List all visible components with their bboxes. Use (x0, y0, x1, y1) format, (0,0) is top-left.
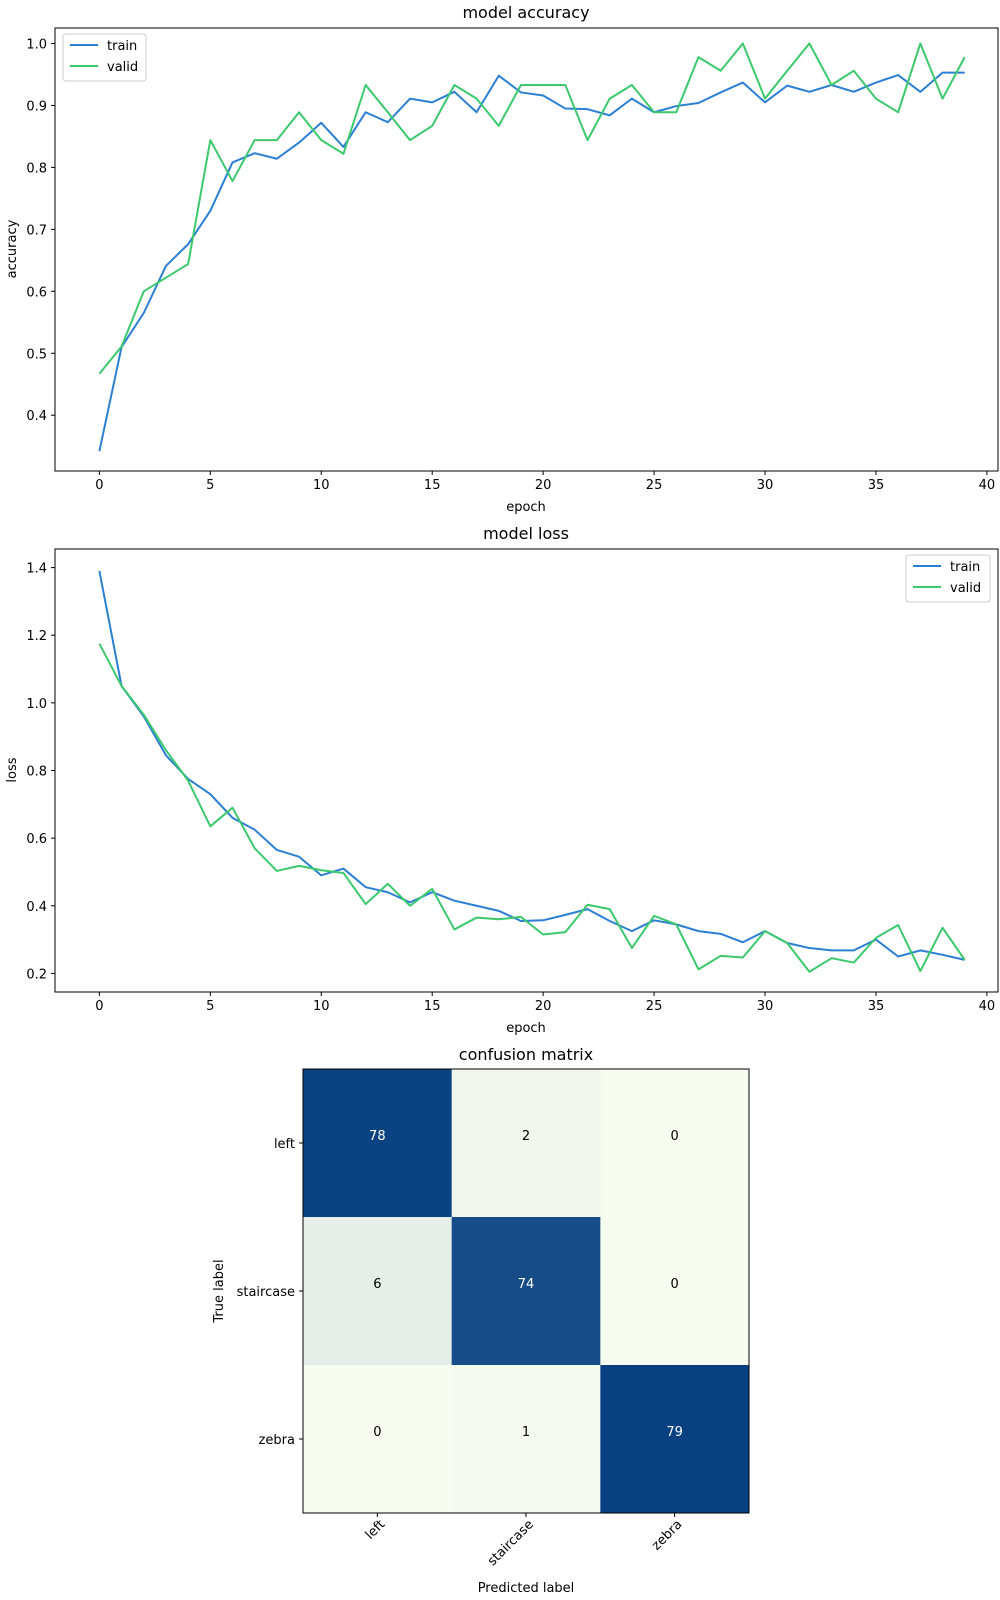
acc-ytick-label: 0.8 (26, 161, 47, 176)
confusion-cell (303, 1365, 453, 1514)
loss-x-ticks: 0 5 10 15 20 25 30 35 40 (95, 992, 995, 1014)
confusion-cell-value: 2 (522, 1129, 530, 1144)
accuracy-legend: train valid (62, 33, 147, 82)
acc-ytick-label: 0.6 (26, 285, 47, 300)
acc-xtick-label: 30 (757, 478, 774, 493)
loss-y-ticks: 0.2 0.4 0.6 0.8 1.0 1.2 1.4 (26, 562, 55, 982)
loss-series-train-line (98, 570, 965, 961)
loss-xtick-label: 10 (313, 999, 330, 1014)
loss-xlabel: epoch (506, 1021, 546, 1036)
confusion-cell-value: 78 (369, 1129, 386, 1144)
acc-series-train-line (98, 71, 965, 452)
confusion-matrix-chart: confusion matrix 78 2 0 6 74 0 0 1 79 left stairc… (212, 1045, 750, 1596)
acc-xtick-label: 25 (646, 478, 663, 493)
loss-lines (98, 570, 966, 973)
loss-ytick-label: 1.2 (26, 629, 47, 644)
acc-ytick-label: 1.0 (26, 37, 47, 52)
confusion-cell-value: 1 (522, 1425, 530, 1440)
confusion-matrix-ylabel: True label (212, 1259, 227, 1323)
accuracy-legend-valid-label: valid (107, 60, 138, 75)
accuracy-chart: model accuracy 0 5 10 15 20 25 30 35 40 0.40.50.… (5, 3, 999, 515)
loss-ytick-label: 0.6 (26, 832, 47, 847)
confusion-cell (451, 1069, 601, 1218)
accuracy-lines (98, 42, 966, 452)
acc-xtick-label: 40 (979, 478, 996, 493)
loss-ytick-label: 1.4 (26, 562, 47, 577)
loss-xtick-label: 25 (646, 999, 663, 1014)
confusion-cell (303, 1069, 453, 1218)
loss-xtick-label: 5 (206, 999, 214, 1014)
acc-xtick-label: 15 (424, 478, 441, 493)
loss-ytick-label: 1.0 (26, 697, 47, 712)
loss-xtick-label: 35 (868, 999, 885, 1014)
confusion-cell-value: 74 (518, 1277, 535, 1292)
loss-series-valid-line (98, 643, 966, 973)
confusion-cell-value: 79 (666, 1425, 683, 1440)
loss-ytick-label: 0.8 (26, 765, 47, 780)
confusion-cell-value: 0 (671, 1129, 679, 1144)
loss-legend-valid-label: valid (950, 581, 981, 596)
loss-xtick-label: 40 (979, 999, 996, 1014)
accuracy-x-ticks: 0 5 10 15 20 25 30 35 40 (95, 471, 995, 493)
confusion-matrix-cells: 78 2 0 6 74 0 0 1 79 (303, 1069, 750, 1514)
loss-ylabel: loss (5, 757, 20, 782)
acc-ytick-label: 0.5 (26, 347, 47, 362)
accuracy-plot-frame (54, 27, 999, 472)
confusion-row-label: left (274, 1137, 295, 1152)
acc-xtick-label: 20 (535, 478, 552, 493)
loss-xtick-label: 15 (424, 999, 441, 1014)
acc-series-valid-line (98, 42, 966, 375)
acc-ytick-label: 0.4 (26, 409, 47, 424)
confusion-cell (451, 1217, 601, 1366)
acc-xtick-label: 10 (313, 478, 330, 493)
acc-xtick-label: 0 (95, 478, 103, 493)
accuracy-ylabel: accuracy (5, 219, 20, 278)
acc-ytick-label: 0.9 (26, 99, 47, 114)
confusion-col-label: zebra (649, 1517, 685, 1553)
confusion-cell (600, 1069, 750, 1218)
loss-chart: model loss 0 5 10 15 20 25 30 35 40 0.2 0.4 0.6 0.8… (5, 524, 999, 1036)
accuracy-title: model accuracy (462, 3, 589, 22)
loss-legend-train-label: train (950, 560, 980, 575)
loss-plot-frame (54, 548, 999, 993)
confusion-cell (303, 1217, 453, 1366)
accuracy-legend-train-label: train (107, 39, 137, 54)
acc-xtick-label: 35 (868, 478, 885, 493)
confusion-cell (600, 1365, 750, 1514)
loss-xtick-label: 30 (757, 999, 774, 1014)
acc-ytick-label: 0.7 (26, 223, 47, 238)
accuracy-xlabel: epoch (506, 500, 546, 515)
loss-title: model loss (483, 524, 569, 543)
confusion-row-label: zebra (259, 1433, 295, 1448)
confusion-row-label: staircase (237, 1285, 295, 1300)
confusion-matrix-xlabel: Predicted label (478, 1581, 575, 1596)
acc-xtick-label: 5 (206, 478, 214, 493)
loss-ytick-label: 0.2 (26, 967, 47, 982)
confusion-matrix-title: confusion matrix (459, 1045, 593, 1064)
confusion-cell (451, 1365, 601, 1514)
loss-ytick-label: 0.4 (26, 900, 47, 915)
confusion-cell-value: 0 (373, 1425, 381, 1440)
loss-xtick-label: 0 (95, 999, 103, 1014)
loss-xtick-label: 20 (535, 999, 552, 1014)
accuracy-y-ticks: 0.4 0.5 0.6 0.7 0.8 0.9 1.0 (26, 37, 55, 424)
confusion-col-label: left (363, 1517, 389, 1543)
loss-legend: train valid (905, 554, 991, 603)
confusion-cell-value: 6 (373, 1277, 381, 1292)
confusion-col-label: staircase (485, 1517, 537, 1569)
confusion-cell-value: 0 (671, 1277, 679, 1292)
confusion-cell (600, 1217, 750, 1366)
